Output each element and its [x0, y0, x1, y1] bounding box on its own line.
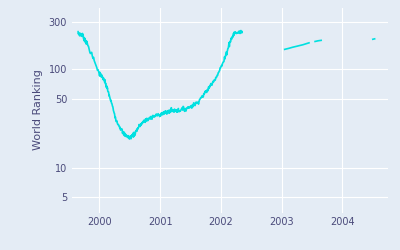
Y-axis label: World Ranking: World Ranking: [33, 70, 43, 150]
